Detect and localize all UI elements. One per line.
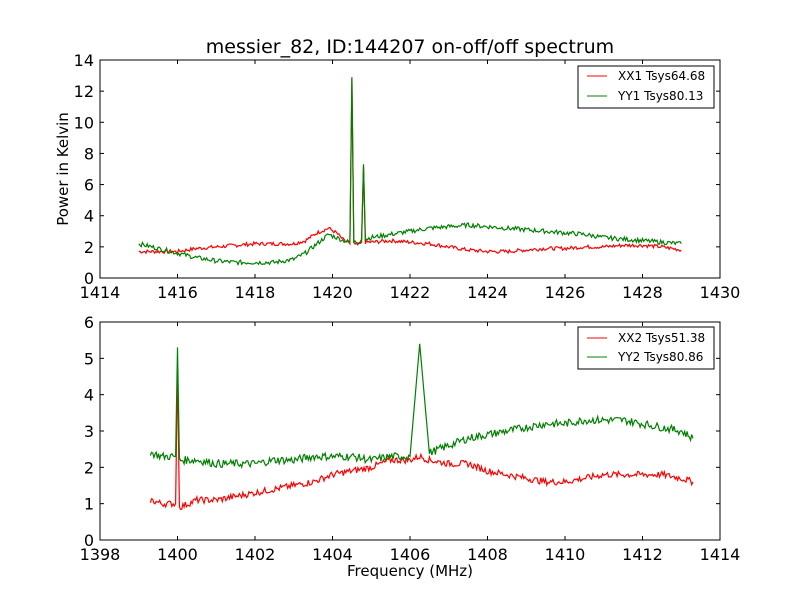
top-x-tick-label: 1420: [312, 283, 353, 302]
top-x-tick-label: 1416: [157, 283, 198, 302]
top-axes: 1414 1416 1418 1420 1422 1424 1426 1428 1430 0 2 4 6…: [54, 51, 740, 302]
bottom-x-tick-label: 1412: [622, 545, 663, 564]
top-y-tick-label: 0: [84, 269, 94, 288]
top-y-tick-label: 6: [84, 176, 94, 195]
bottom-x-tick-label: 1404: [312, 545, 353, 564]
bottom-y-tick-label: 4: [84, 386, 94, 405]
top-series-lines: [138, 77, 682, 267]
bottom-x-tick-label: 1402: [235, 545, 276, 564]
top-x-tick-label: 1424: [467, 283, 508, 302]
series-line-yy2: [149, 343, 694, 469]
bottom-x-tick-label: 1398: [80, 545, 121, 564]
bottom-y-tick-label: 5: [84, 349, 94, 368]
bottom-axes: 1398 1400 1402 1404 1406 1408 1410 1412 1414 0 1 2 3…: [80, 313, 741, 580]
bottom-x-tick-label: 1408: [467, 545, 508, 564]
series-line-yy1: [138, 77, 682, 267]
top-x-tick-label: 1414: [80, 283, 121, 302]
bottom-series-lines: [149, 343, 694, 511]
bottom-y-tick-label: 0: [84, 531, 94, 550]
top-x-tick-label: 1418: [235, 283, 276, 302]
bottom-legend: XX2 Tsys51.38 YY2 Tsys80.86: [577, 326, 715, 370]
bottom-ticks: 1398 1400 1402 1404 1406 1408 1410 1412 1414 0 1 2 3…: [80, 313, 741, 564]
legend-label-xx2: XX2 Tsys51.38: [618, 331, 705, 345]
bottom-x-axis-label: Frequency (MHz): [347, 562, 473, 580]
top-y-tick-label: 12: [74, 82, 94, 101]
top-x-tick-label: 1430: [700, 283, 741, 302]
series-line-xx1: [138, 78, 682, 255]
bottom-x-tick-label: 1414: [700, 545, 741, 564]
top-x-tick-label: 1428: [622, 283, 663, 302]
top-y-tick-label: 8: [84, 144, 94, 163]
bottom-x-tick-label: 1406: [390, 545, 431, 564]
bottom-y-tick-label: 6: [84, 313, 94, 332]
top-legend: XX1 Tsys64.68 YY1 Tsys80.13: [577, 65, 715, 109]
bottom-y-tick-label: 2: [84, 458, 94, 477]
bottom-x-tick-label: 1410: [545, 545, 586, 564]
top-y-axis-label: Power in Kelvin: [54, 112, 72, 226]
top-y-tick-label: 14: [74, 51, 94, 70]
chart-title: messier_82, ID:144207 on-off/off spectru…: [206, 36, 614, 58]
bottom-legend-box: [577, 326, 715, 370]
legend-label-yy2: YY2 Tsys80.86: [617, 350, 703, 364]
top-x-tick-label: 1426: [545, 283, 586, 302]
bottom-y-tick-label: 3: [84, 422, 94, 441]
legend-label-yy1: YY1 Tsys80.13: [617, 89, 703, 103]
top-ticks: 1414 1416 1418 1420 1422 1424 1426 1428 1430 0 2 4 6…: [74, 51, 741, 302]
top-y-tick-label: 2: [84, 238, 94, 257]
bottom-x-tick-label: 1400: [157, 545, 198, 564]
top-y-tick-label: 4: [84, 207, 94, 226]
legend-label-xx1: XX1 Tsys64.68: [618, 69, 705, 83]
bottom-y-tick-label: 1: [84, 495, 94, 514]
top-x-tick-label: 1422: [390, 283, 431, 302]
series-line-xx2: [149, 369, 694, 511]
top-y-tick-label: 10: [74, 113, 94, 132]
top-legend-box: [577, 65, 715, 109]
